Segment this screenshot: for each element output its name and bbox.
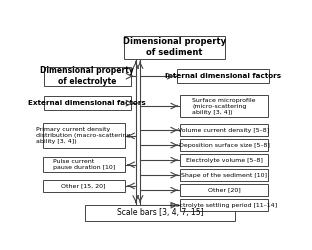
- FancyBboxPatch shape: [44, 96, 131, 110]
- FancyBboxPatch shape: [180, 124, 267, 136]
- FancyBboxPatch shape: [43, 157, 125, 172]
- Text: Dimensional property
of electrolyte: Dimensional property of electrolyte: [41, 66, 134, 86]
- Text: Pulse current
pause duration [10]: Pulse current pause duration [10]: [53, 159, 115, 170]
- Text: Deposition surface size [5–8]: Deposition surface size [5–8]: [178, 142, 270, 148]
- Text: Dimensional property
of sediment: Dimensional property of sediment: [123, 38, 226, 57]
- Text: Volume current density [5–8]: Volume current density [5–8]: [178, 128, 270, 132]
- Text: Electrolyte settling period [11–14]: Electrolyte settling period [11–14]: [170, 203, 278, 208]
- FancyBboxPatch shape: [177, 70, 269, 83]
- Text: Surface microprofile
(micro-scattering
ability [3, 4]): Surface microprofile (micro-scattering a…: [192, 98, 256, 114]
- FancyBboxPatch shape: [180, 169, 267, 181]
- FancyBboxPatch shape: [180, 199, 267, 211]
- FancyBboxPatch shape: [180, 96, 267, 117]
- Text: Shape of the sediment [10]: Shape of the sediment [10]: [181, 173, 267, 178]
- FancyBboxPatch shape: [124, 36, 225, 59]
- FancyBboxPatch shape: [85, 205, 235, 220]
- FancyBboxPatch shape: [43, 180, 125, 192]
- FancyBboxPatch shape: [180, 184, 267, 196]
- FancyBboxPatch shape: [180, 154, 267, 166]
- Text: Internal dimensional factors: Internal dimensional factors: [165, 73, 281, 79]
- FancyBboxPatch shape: [180, 139, 267, 151]
- Text: External dimensional factors: External dimensional factors: [28, 100, 146, 106]
- FancyBboxPatch shape: [44, 66, 131, 86]
- Text: Scale bars [3, 4, 7, 15]: Scale bars [3, 4, 7, 15]: [117, 208, 203, 217]
- Text: Other [20]: Other [20]: [207, 188, 240, 193]
- Text: Primary current density
distribution (macro-scattering
ability [3, 4]): Primary current density distribution (ma…: [37, 128, 131, 144]
- Text: Other [15, 20]: Other [15, 20]: [61, 184, 106, 188]
- FancyBboxPatch shape: [43, 123, 125, 148]
- Text: Electrolyte volume [5–8]: Electrolyte volume [5–8]: [186, 158, 262, 163]
